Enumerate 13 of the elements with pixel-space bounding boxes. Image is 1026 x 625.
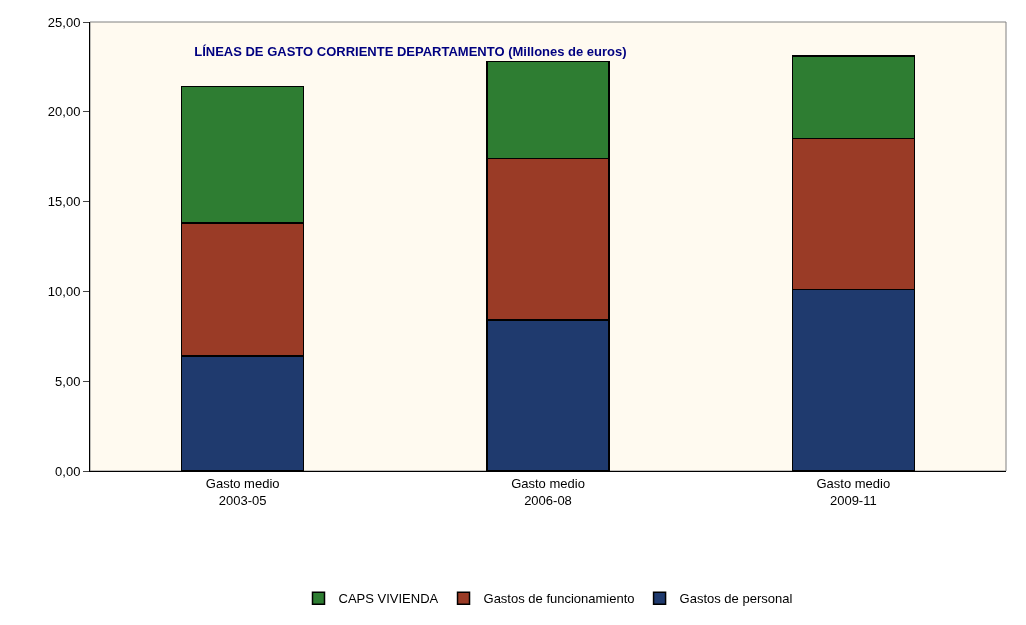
legend-label: CAPS VIVIENDA [338,591,439,607]
text: LÍNEAS DE GASTO CORRIENTE DEPARTAMENTO (Millones de euros) [194,43,627,59]
x-tick-label: Gasto medio 2003-05 [205,475,280,508]
legend-label: Gastos de funcionamiento [483,591,635,607]
y-tick-label: 5,00 [55,373,81,389]
y-tick-label: 20,00 [47,104,81,120]
y-tick-label: 15,00 [47,194,81,210]
y-tick-label: 25,00 [47,14,81,30]
y-tick-label: 0,00 [55,463,81,479]
y-tick-label: 10,00 [47,283,81,299]
x-tick-label: Gasto medio 2006-08 [511,475,585,508]
x-tick-label: Gasto medio 2009-11 [816,475,891,508]
legend-label: Gastos de personal [679,591,793,607]
